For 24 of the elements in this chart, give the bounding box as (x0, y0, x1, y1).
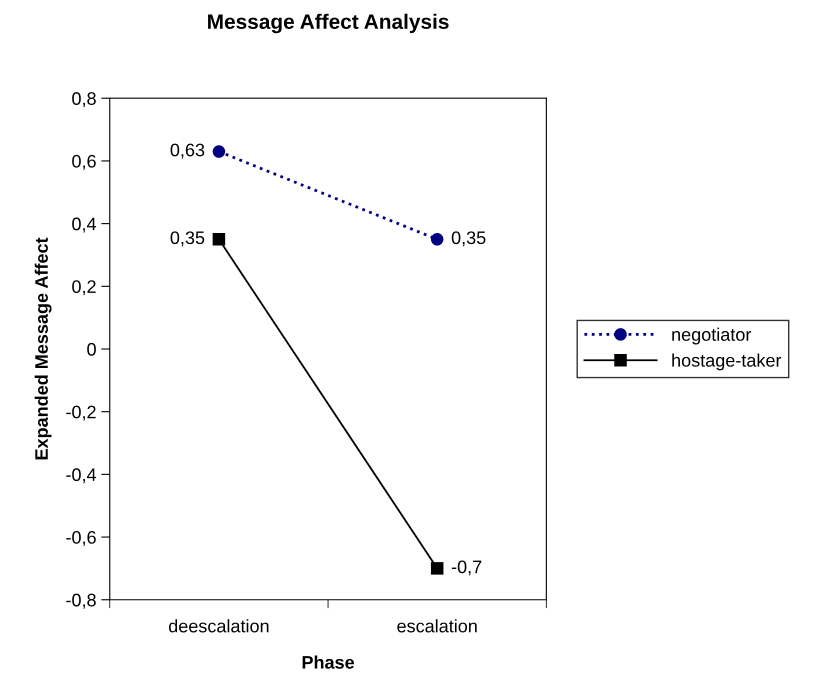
y-tick-label: 0,4 (72, 218, 96, 232)
y-axis-title: Expanded Message Affect (34, 238, 52, 460)
legend-label: hostage-taker (672, 354, 782, 370)
y-tick-label: 0,6 (72, 154, 96, 170)
point (430, 562, 444, 575)
data-label: 0,35 (452, 231, 486, 246)
x-tick-label: deescalation (168, 619, 268, 632)
x-axis-title: Phase (302, 655, 354, 669)
y-tick-label: -0,6 (66, 530, 96, 546)
legend-label: negotiator (672, 328, 752, 344)
chart-title: Message Affect Analysis (208, 14, 449, 34)
y-tick-label: 0,2 (72, 280, 96, 296)
point (212, 233, 226, 246)
y-tick-label: -0,8 (66, 594, 96, 609)
y-tick-label: 0 (87, 342, 96, 356)
y-tick-label: 0,8 (72, 92, 96, 108)
y-tick-label: -0,2 (66, 406, 96, 421)
point (212, 145, 226, 158)
data-label: 0,63 (170, 144, 204, 159)
x-tick-label: escalation (397, 619, 477, 632)
y-tick-label: -0,4 (66, 468, 96, 484)
point (430, 233, 444, 246)
data-label: 0,35 (170, 231, 204, 246)
data-label: -0,7 (452, 560, 482, 576)
